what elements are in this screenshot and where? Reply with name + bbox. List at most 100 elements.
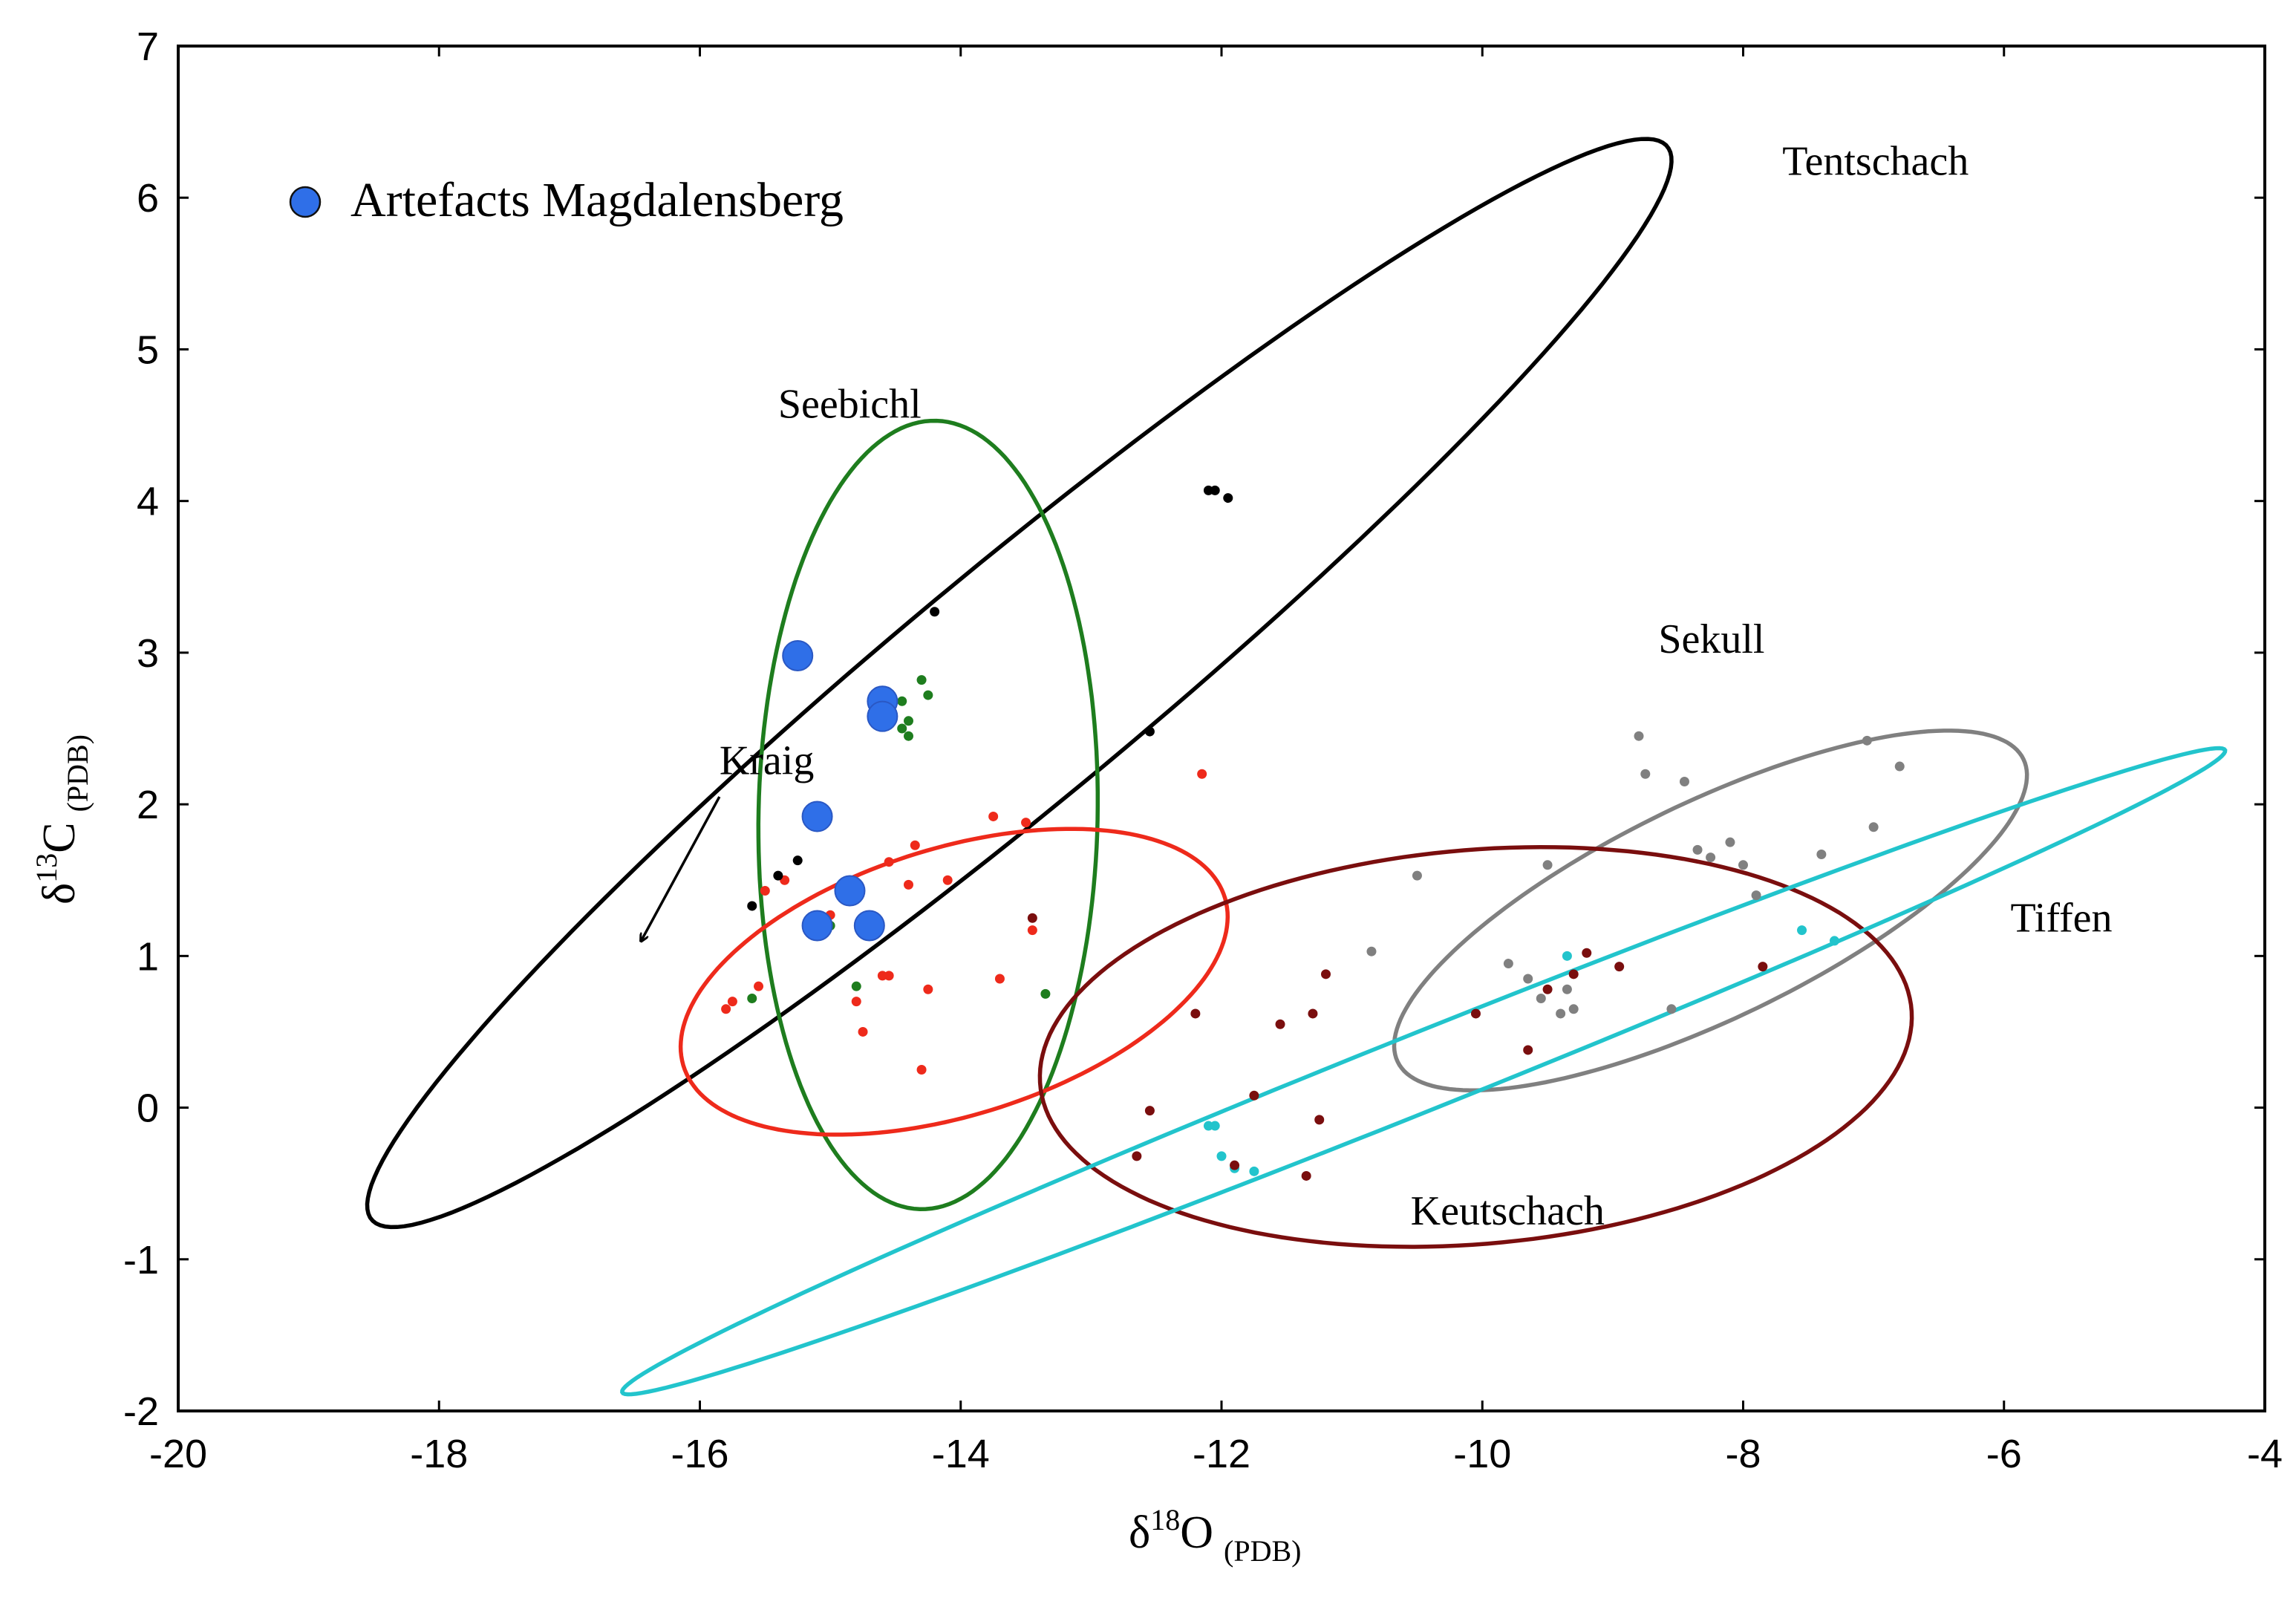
x-tick-labels: -20 -18 -16 -14 -12 -10 -8 -6 -4 (149, 1432, 2283, 1476)
series-keutschach (1027, 913, 1768, 1181)
series-artefacts-magdalensberg (782, 639, 898, 942)
data-point (1751, 890, 1761, 901)
data-point (1758, 962, 1768, 972)
data-point (1725, 837, 1735, 847)
data-point (1568, 969, 1579, 979)
data-point (930, 607, 940, 617)
data-point (1614, 962, 1625, 972)
y-tick-label: 5 (137, 327, 159, 372)
data-point (1523, 974, 1533, 984)
kraig-arrow (641, 796, 721, 941)
data-point (1027, 925, 1037, 936)
data-point (1523, 1045, 1533, 1055)
x-tick-label: -8 (1725, 1432, 1761, 1476)
data-point (897, 723, 907, 734)
label-tentschach: Tentschach (1782, 139, 1969, 185)
data-point (904, 879, 913, 890)
series-seebichl (747, 675, 1051, 1004)
data-point (1144, 726, 1155, 737)
data-point (1666, 1004, 1677, 1014)
artefact-point (801, 910, 833, 942)
data-point (942, 875, 953, 885)
data-point (747, 901, 757, 911)
data-point (851, 981, 861, 991)
data-point (1210, 485, 1220, 495)
ellipse-tiffen (620, 746, 2228, 1397)
data-point (851, 997, 861, 1007)
data-point (1562, 984, 1572, 994)
data-point (1249, 1166, 1259, 1176)
confidence-ellipses (365, 137, 2228, 1397)
plot-frame (177, 45, 2266, 1412)
y-tick-labels: -2 -1 0 1 2 3 4 5 6 7 (123, 25, 159, 1434)
ellipse-tentschach (365, 137, 1674, 1230)
y-tick-label: 6 (137, 176, 159, 221)
x-tick-label: -14 (932, 1432, 990, 1476)
data-point (1894, 761, 1905, 772)
data-point (1829, 936, 1839, 946)
y-tick-label: -2 (123, 1389, 159, 1434)
artefact-point (834, 875, 866, 907)
data-point (923, 984, 933, 994)
y-tick-label: 7 (137, 25, 159, 69)
data-point (1223, 493, 1233, 503)
y-tick-label: 3 (137, 631, 159, 676)
data-point (988, 811, 999, 821)
x-tick-label: -20 (149, 1432, 207, 1476)
data-point (1542, 984, 1553, 994)
data-point (1040, 988, 1051, 999)
data-point (1321, 969, 1331, 979)
data-point (1144, 1106, 1155, 1116)
series-tiffen (1203, 925, 1839, 1176)
y-tick-label: 4 (137, 480, 159, 524)
x-tick-label: -6 (1986, 1432, 2022, 1476)
data-point (1314, 1115, 1325, 1125)
label-sekull: Sekull (1658, 616, 1764, 662)
data-point (994, 974, 1005, 984)
data-point (1679, 776, 1689, 786)
data-point (792, 855, 803, 866)
artefact-point (867, 700, 898, 732)
data-point (904, 731, 913, 741)
data-point (1275, 1019, 1285, 1029)
region-labels: Tentschach Seebichl Kraig Sekull Keutschach T… (720, 139, 2113, 1234)
data-point (1706, 853, 1716, 863)
data-point (884, 971, 894, 981)
x-tick-label: -12 (1193, 1432, 1250, 1476)
data-point (1470, 1008, 1481, 1019)
artefact-point (801, 801, 833, 832)
data-point (721, 1004, 731, 1014)
data-point (1249, 1090, 1259, 1101)
data-point (923, 690, 933, 700)
data-point (1197, 769, 1207, 779)
legend: Artefacts Magdalensberg (289, 173, 844, 227)
label-kraig: Kraig (720, 737, 815, 783)
data-point (1862, 735, 1872, 746)
x-tick-label: -18 (410, 1432, 468, 1476)
data-point (1230, 1160, 1240, 1170)
data-point (1503, 959, 1513, 969)
y-tick-label: 1 (137, 934, 159, 979)
y-axis-title: δ13C(PDB) (30, 734, 94, 904)
data-point (1308, 1008, 1318, 1019)
data-point (1412, 870, 1422, 881)
data-point (1542, 860, 1553, 870)
data-point (1640, 769, 1651, 779)
ellipse-kraig (678, 827, 1230, 1137)
y-tick-label: 0 (137, 1086, 159, 1131)
artefact-point (782, 639, 814, 671)
data-point (1634, 731, 1644, 741)
data-point (1132, 1151, 1142, 1161)
data-point (754, 981, 764, 991)
data-point (1582, 948, 1592, 958)
data-point (760, 886, 770, 896)
x-tick-label: -16 (671, 1432, 728, 1476)
data-point (1366, 946, 1377, 956)
x-tick-label: -4 (2247, 1432, 2283, 1476)
y-tick-label: -1 (123, 1238, 159, 1282)
data-point (1797, 925, 1807, 936)
data-point (884, 857, 894, 867)
data-point (1216, 1151, 1227, 1161)
data-point (1816, 850, 1827, 860)
artefact-point (853, 910, 885, 942)
